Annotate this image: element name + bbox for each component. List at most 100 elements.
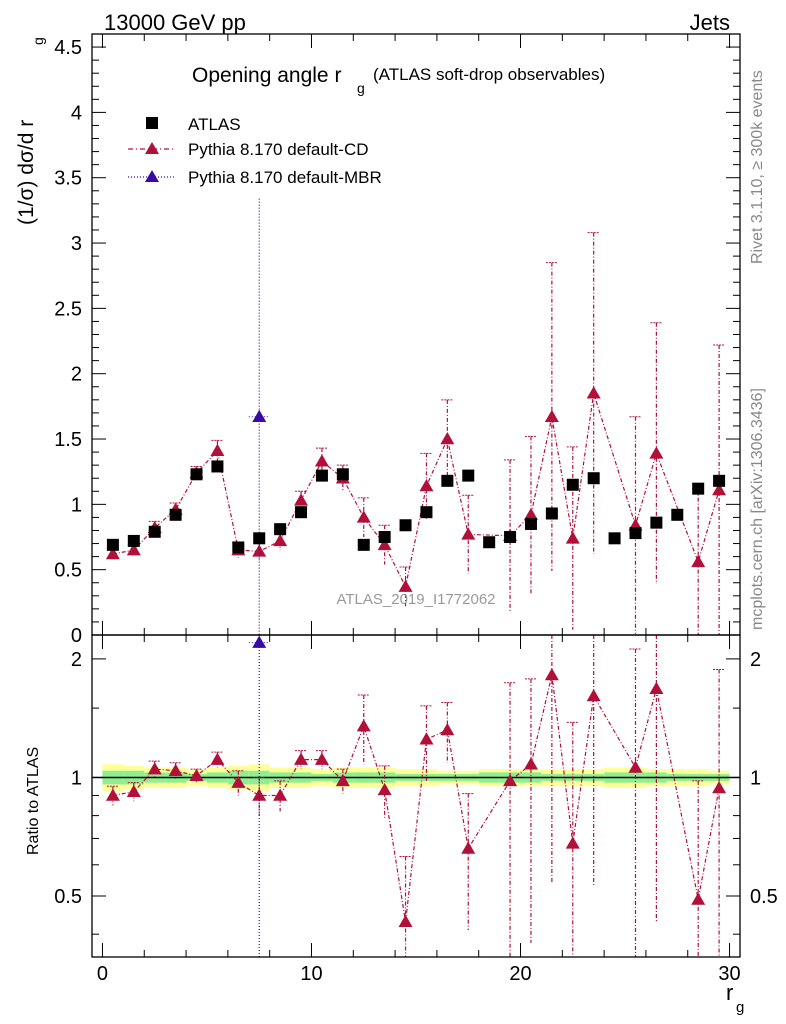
legend-marker-cd [145,142,159,154]
atlas-data-point [566,478,579,491]
main-mbr-point [252,409,267,423]
atlas-data-point [713,474,726,487]
atlas-data-point [483,536,496,549]
main-cd-point [649,446,664,459]
ratio-cd-point [628,760,643,773]
main-y-tick-label: 0.5 [54,560,82,582]
ratio-cd-point [294,752,309,765]
main-cd-point [377,537,392,551]
ratio-y-tick-label-right: 2 [750,649,761,671]
main-y-label: (1/σ) dσ/d r [15,120,38,225]
atlas-data-point [462,469,475,482]
ratio-cd-point [544,668,559,681]
chart-title: Opening angle r [192,64,341,87]
main-y-tick-label: 1 [71,494,82,516]
legend-marker-atlas [146,117,158,129]
main-content [105,198,727,635]
atlas-data-point [650,516,663,529]
main-cd-point [440,432,455,445]
chart-title-subscript: g [357,80,365,96]
atlas-data-point [148,525,161,538]
atlas-data-point [399,519,412,532]
main-cd-point [419,479,434,492]
atlas-data-point [629,527,642,540]
atlas-data-point [295,506,308,519]
chart-title-main: Opening angle r [192,64,341,87]
main-y-tick-label: 3.5 [54,168,82,190]
legend: ATLAS Pythia 8.170 default-CD Pythia 8.1… [128,115,382,187]
main-y-tick-label: 2 [71,364,82,386]
atlas-data-point [357,538,370,551]
atlas-data-point [232,541,245,554]
ratio-y-tick-label-right: 0.5 [750,886,778,908]
main-cd-point [314,454,329,467]
atlas-data-point [106,538,119,551]
main-cd-point [523,507,538,521]
x-tick-label: 0 [97,963,108,985]
legend-label-cd: Pythia 8.170 default-CD [188,140,369,159]
main-y-tick-label: 4.5 [54,37,82,59]
ratio-cd-point [356,719,371,732]
atlas-data-point [504,531,517,544]
main-cd-point [273,533,288,547]
ratio-y-label: Ratio to ATLAS [25,747,42,855]
ratio-cd-point [398,914,413,928]
main-y-tick-label: 3 [71,233,82,255]
main-cd-line [112,393,720,589]
main-cd-point [712,482,727,496]
ratio-x-ticks: 0 10 20 30 [97,635,741,985]
atlas-data-point [420,506,433,519]
ratio-plot-frame [91,634,741,958]
main-cd-point [105,546,120,560]
main-y-tick-label: 1.5 [54,429,82,451]
main-plot: 0 0.5 1 1.5 2 2.5 3 3.5 4 4.5 Opening angle r g (… [15,33,741,647]
main-x-ticks [101,34,731,635]
main-cd-point [210,443,225,457]
x-axis-label: r [726,980,733,1005]
ratio-y-ticks: 0.5 0.5 1 1 2 2 [54,649,778,935]
ratio-cd-point [419,732,434,745]
ratio-cd-point [168,763,183,776]
atlas-data-point [315,469,328,482]
main-cd-point [126,543,141,556]
atlas-data-point [441,474,454,487]
ratio-cd-line [112,674,720,922]
main-cd-point [565,531,580,544]
atlas-data-point [169,508,182,521]
legend-marker-mbr [145,170,159,182]
main-cd-point [294,493,309,506]
x-tick-label: 10 [300,963,322,985]
ratio-cd-point [105,788,120,801]
main-cd-point [461,527,476,540]
ratio-cd-point [273,788,288,801]
legend-label-atlas: ATLAS [188,115,241,134]
x-axis-label-subscript: g [736,999,744,1016]
atlas-data-point [336,468,349,481]
legend-label-mbr: Pythia 8.170 default-MBR [188,168,382,187]
atlas-data-point [190,468,203,481]
ratio-cd-point [147,762,162,775]
ratio-cd-point [523,757,538,770]
atlas-data-point [274,523,287,536]
main-y-tick-label: 2.5 [54,298,82,320]
ratio-cd-point [440,722,455,736]
ratio-y-tick-label: 2 [71,649,82,671]
main-cd-point [586,386,601,399]
ratio-cd-point [231,775,246,788]
ratio-cd-point [461,841,476,854]
analysis-id-label: ATLAS_2019_I1772062 [336,591,495,608]
main-y-ticks: 0 0.5 1 1.5 2 2.5 3 3.5 4 4.5 [54,33,740,647]
collision-label: 13000 GeV pp [104,10,246,35]
atlas-data-point [545,507,558,520]
main-cd-point [691,554,706,568]
ratio-cd-point [377,782,392,796]
mcplots-label: mcplots.cern.ch [arXiv:1306.3436] [749,388,766,630]
ratio-cd-point [712,781,727,794]
ratio-y-tick-label: 0.5 [54,886,82,908]
main-cd-point [398,579,413,592]
ratio-content [92,634,740,957]
atlas-data-point [211,460,224,473]
chart-title-suffix: (ATLAS soft-drop observables) [373,65,605,84]
process-label: Jets [690,10,730,35]
